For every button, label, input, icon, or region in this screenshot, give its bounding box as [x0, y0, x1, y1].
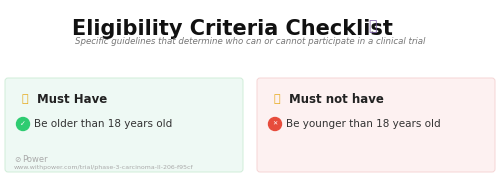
Text: 📋: 📋 — [368, 19, 376, 33]
FancyBboxPatch shape — [257, 78, 495, 172]
Text: ✕: ✕ — [272, 121, 278, 127]
Text: Must Have: Must Have — [37, 93, 107, 106]
Text: Specific guidelines that determine who can or cannot participate in a clinical t: Specific guidelines that determine who c… — [75, 37, 425, 46]
Text: Be older than 18 years old: Be older than 18 years old — [34, 119, 172, 129]
FancyBboxPatch shape — [5, 78, 243, 172]
Text: Eligibility Criteria Checklist: Eligibility Criteria Checklist — [72, 19, 392, 39]
Text: 👎: 👎 — [274, 94, 280, 104]
Text: Be younger than 18 years old: Be younger than 18 years old — [286, 119, 440, 129]
Text: ⊘: ⊘ — [14, 155, 20, 164]
Text: Must not have: Must not have — [289, 93, 384, 106]
Text: ✓: ✓ — [20, 121, 26, 127]
Text: Power: Power — [22, 155, 48, 164]
Text: www.withpower.com/trial/phase-3-carcinoma-II-206-f95cf: www.withpower.com/trial/phase-3-carcinom… — [14, 164, 194, 170]
Circle shape — [16, 118, 30, 130]
Circle shape — [268, 118, 281, 130]
Text: 👍: 👍 — [22, 94, 29, 104]
